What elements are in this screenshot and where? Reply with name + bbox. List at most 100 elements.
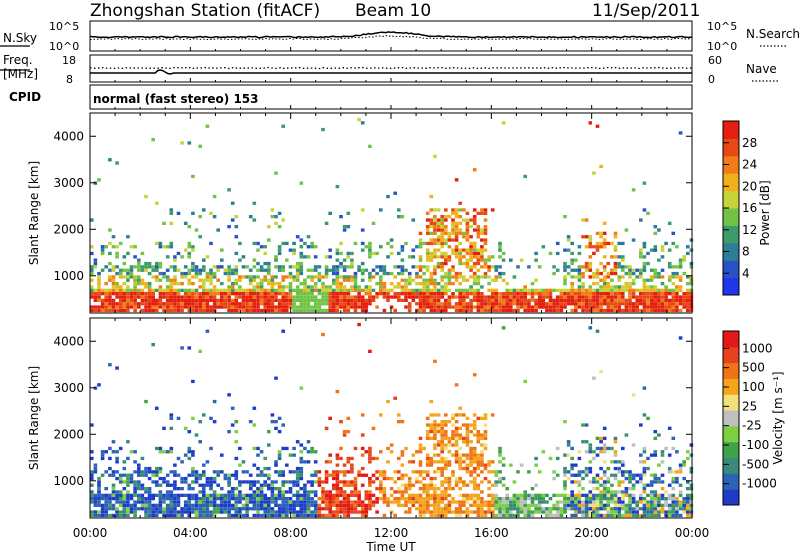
velocity-cell [613, 466, 618, 471]
velocity-cell [454, 440, 459, 444]
power-cell [241, 255, 246, 259]
velocity-cell [194, 497, 199, 501]
power-cell [122, 295, 127, 299]
power-cell [454, 221, 459, 225]
power-cell [559, 295, 564, 299]
velocity-cell [393, 490, 397, 494]
power-cell [689, 298, 694, 302]
power-cell [411, 265, 416, 269]
velocity-colorbar-segment [723, 473, 739, 490]
power-cell [664, 302, 668, 306]
power-cell [444, 298, 448, 302]
power-cell [631, 271, 636, 276]
velocity-colorbar-segment [723, 441, 739, 459]
velocity-cell [689, 510, 694, 514]
power-cell [328, 288, 332, 292]
power-cell [180, 255, 184, 259]
velocity-cell [137, 480, 141, 484]
power-cell [93, 261, 98, 266]
power-cell [472, 248, 477, 252]
velocity-cell [563, 483, 567, 487]
velocity-cell [653, 493, 658, 497]
velocity-cell [198, 476, 202, 481]
velocity-cell [97, 383, 101, 387]
power-cell [155, 278, 159, 282]
velocity-cell [234, 507, 239, 511]
power-cell [617, 305, 621, 309]
velocity-cell [436, 487, 441, 491]
power-cell [584, 268, 589, 272]
velocity-cell [407, 460, 412, 464]
velocity-cell [180, 493, 184, 497]
power-cell [191, 174, 195, 179]
velocity-cell [346, 430, 351, 434]
velocity-cell [454, 510, 459, 514]
power-cell [476, 211, 481, 215]
power-cell [465, 288, 470, 292]
power-cell [606, 275, 611, 279]
power-ytick-label: 4000 [53, 129, 84, 143]
power-cell [256, 308, 260, 313]
power-cell [306, 288, 311, 292]
power-cell [483, 218, 488, 222]
power-cell [537, 305, 542, 309]
velocity-cell [234, 487, 239, 491]
velocity-cell [425, 436, 430, 440]
power-cell [487, 268, 491, 272]
power-cell [252, 305, 257, 309]
velocity-cell [498, 460, 502, 464]
velocity-cell [227, 493, 231, 497]
velocity-cell [360, 433, 365, 437]
velocity-cell [584, 450, 589, 454]
velocity-cell [342, 470, 347, 474]
power-cell [346, 265, 351, 269]
power-cell [436, 265, 441, 269]
velocity-cell [675, 500, 679, 504]
power-cell [288, 292, 293, 296]
power-cell [639, 251, 643, 256]
power-cell [133, 292, 137, 296]
velocity-cell [599, 503, 603, 507]
velocity-cell [140, 456, 145, 461]
velocity-cell [97, 503, 101, 507]
power-cell [436, 308, 441, 313]
power-cell [436, 298, 441, 302]
velocity-cell [252, 507, 257, 511]
velocity-cell [342, 490, 347, 494]
power-cell [183, 248, 188, 252]
velocity-cell [270, 480, 275, 484]
nave-tick-low: 0 [708, 73, 715, 86]
velocity-cell [230, 497, 235, 501]
power-cell [191, 282, 195, 286]
power-cell [111, 285, 116, 289]
velocity-cell [353, 507, 358, 511]
power-cell [595, 308, 600, 313]
power-cell [646, 308, 650, 313]
velocity-cell [617, 466, 621, 471]
power-cell [465, 238, 470, 242]
power-cell [324, 255, 329, 259]
power-cell [660, 302, 665, 306]
power-cell [281, 288, 285, 292]
velocity-cell [328, 460, 332, 464]
velocity-cell [144, 497, 148, 501]
velocity-cell [397, 470, 401, 474]
power-cell [108, 308, 112, 313]
velocity-cell [295, 466, 300, 471]
velocity-cell [295, 513, 300, 518]
velocity-cell [411, 493, 416, 497]
power-cell [234, 292, 239, 296]
velocity-cell [252, 490, 257, 494]
power-cell [646, 261, 650, 266]
velocity-cell [212, 500, 217, 504]
velocity-cell [570, 463, 574, 467]
velocity-cell [642, 507, 647, 511]
power-cell [628, 282, 632, 286]
power-cell [379, 292, 383, 296]
power-cell [404, 241, 408, 246]
power-cell [660, 288, 665, 292]
velocity-cell [487, 500, 491, 504]
power-cell [671, 271, 676, 276]
velocity-cell [173, 470, 177, 474]
velocity-cell [465, 507, 470, 511]
